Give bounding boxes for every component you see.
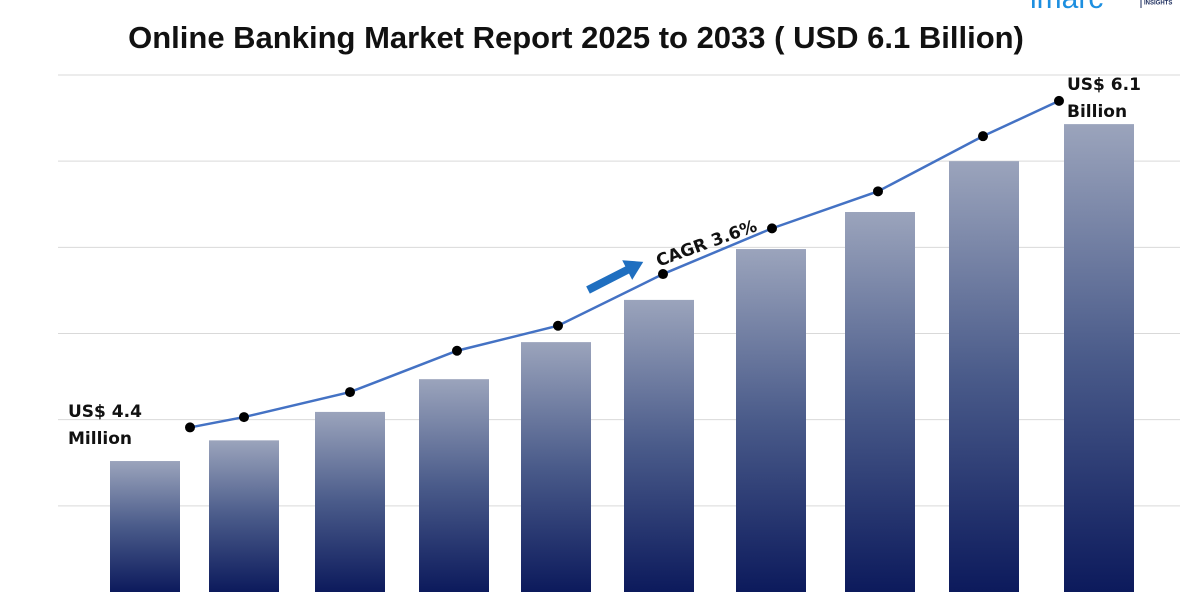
start-label: US$ 4.4: [68, 402, 142, 422]
bar: [624, 299, 694, 592]
start-label: Million: [68, 429, 132, 449]
end-label: Billion: [1067, 102, 1127, 122]
logo-subtitle: INSIGHTS: [1144, 1, 1172, 7]
logo: imarc: [1030, 0, 1103, 15]
end-label: US$ 6.1: [1067, 75, 1141, 95]
bar: [736, 249, 806, 592]
trend-point: [553, 320, 563, 331]
bar: [419, 379, 489, 592]
trend-point: [239, 412, 249, 423]
trend-point: [978, 131, 988, 142]
arrow-shaft: [586, 265, 631, 294]
trend-point: [873, 186, 883, 197]
bar: [110, 461, 180, 592]
trend-point: [1054, 95, 1064, 106]
trend-point: [345, 387, 355, 398]
bar: [845, 212, 915, 592]
arrow-head: [622, 260, 644, 280]
bars: [110, 124, 1134, 593]
bar: [315, 411, 385, 592]
bar: [521, 342, 591, 592]
trend-point: [452, 345, 462, 356]
cagr-arrow: [586, 260, 644, 294]
bar: [1064, 124, 1134, 593]
trend-point: [185, 422, 195, 433]
bar: [209, 440, 279, 592]
bar: [949, 161, 1019, 592]
line-layer: [185, 95, 1064, 433]
chart-title: Online Banking Market Report 2025 to 203…: [128, 20, 1024, 55]
trend-point: [658, 269, 668, 280]
trend-point: [767, 223, 777, 234]
trend-line: [189, 99, 1060, 429]
